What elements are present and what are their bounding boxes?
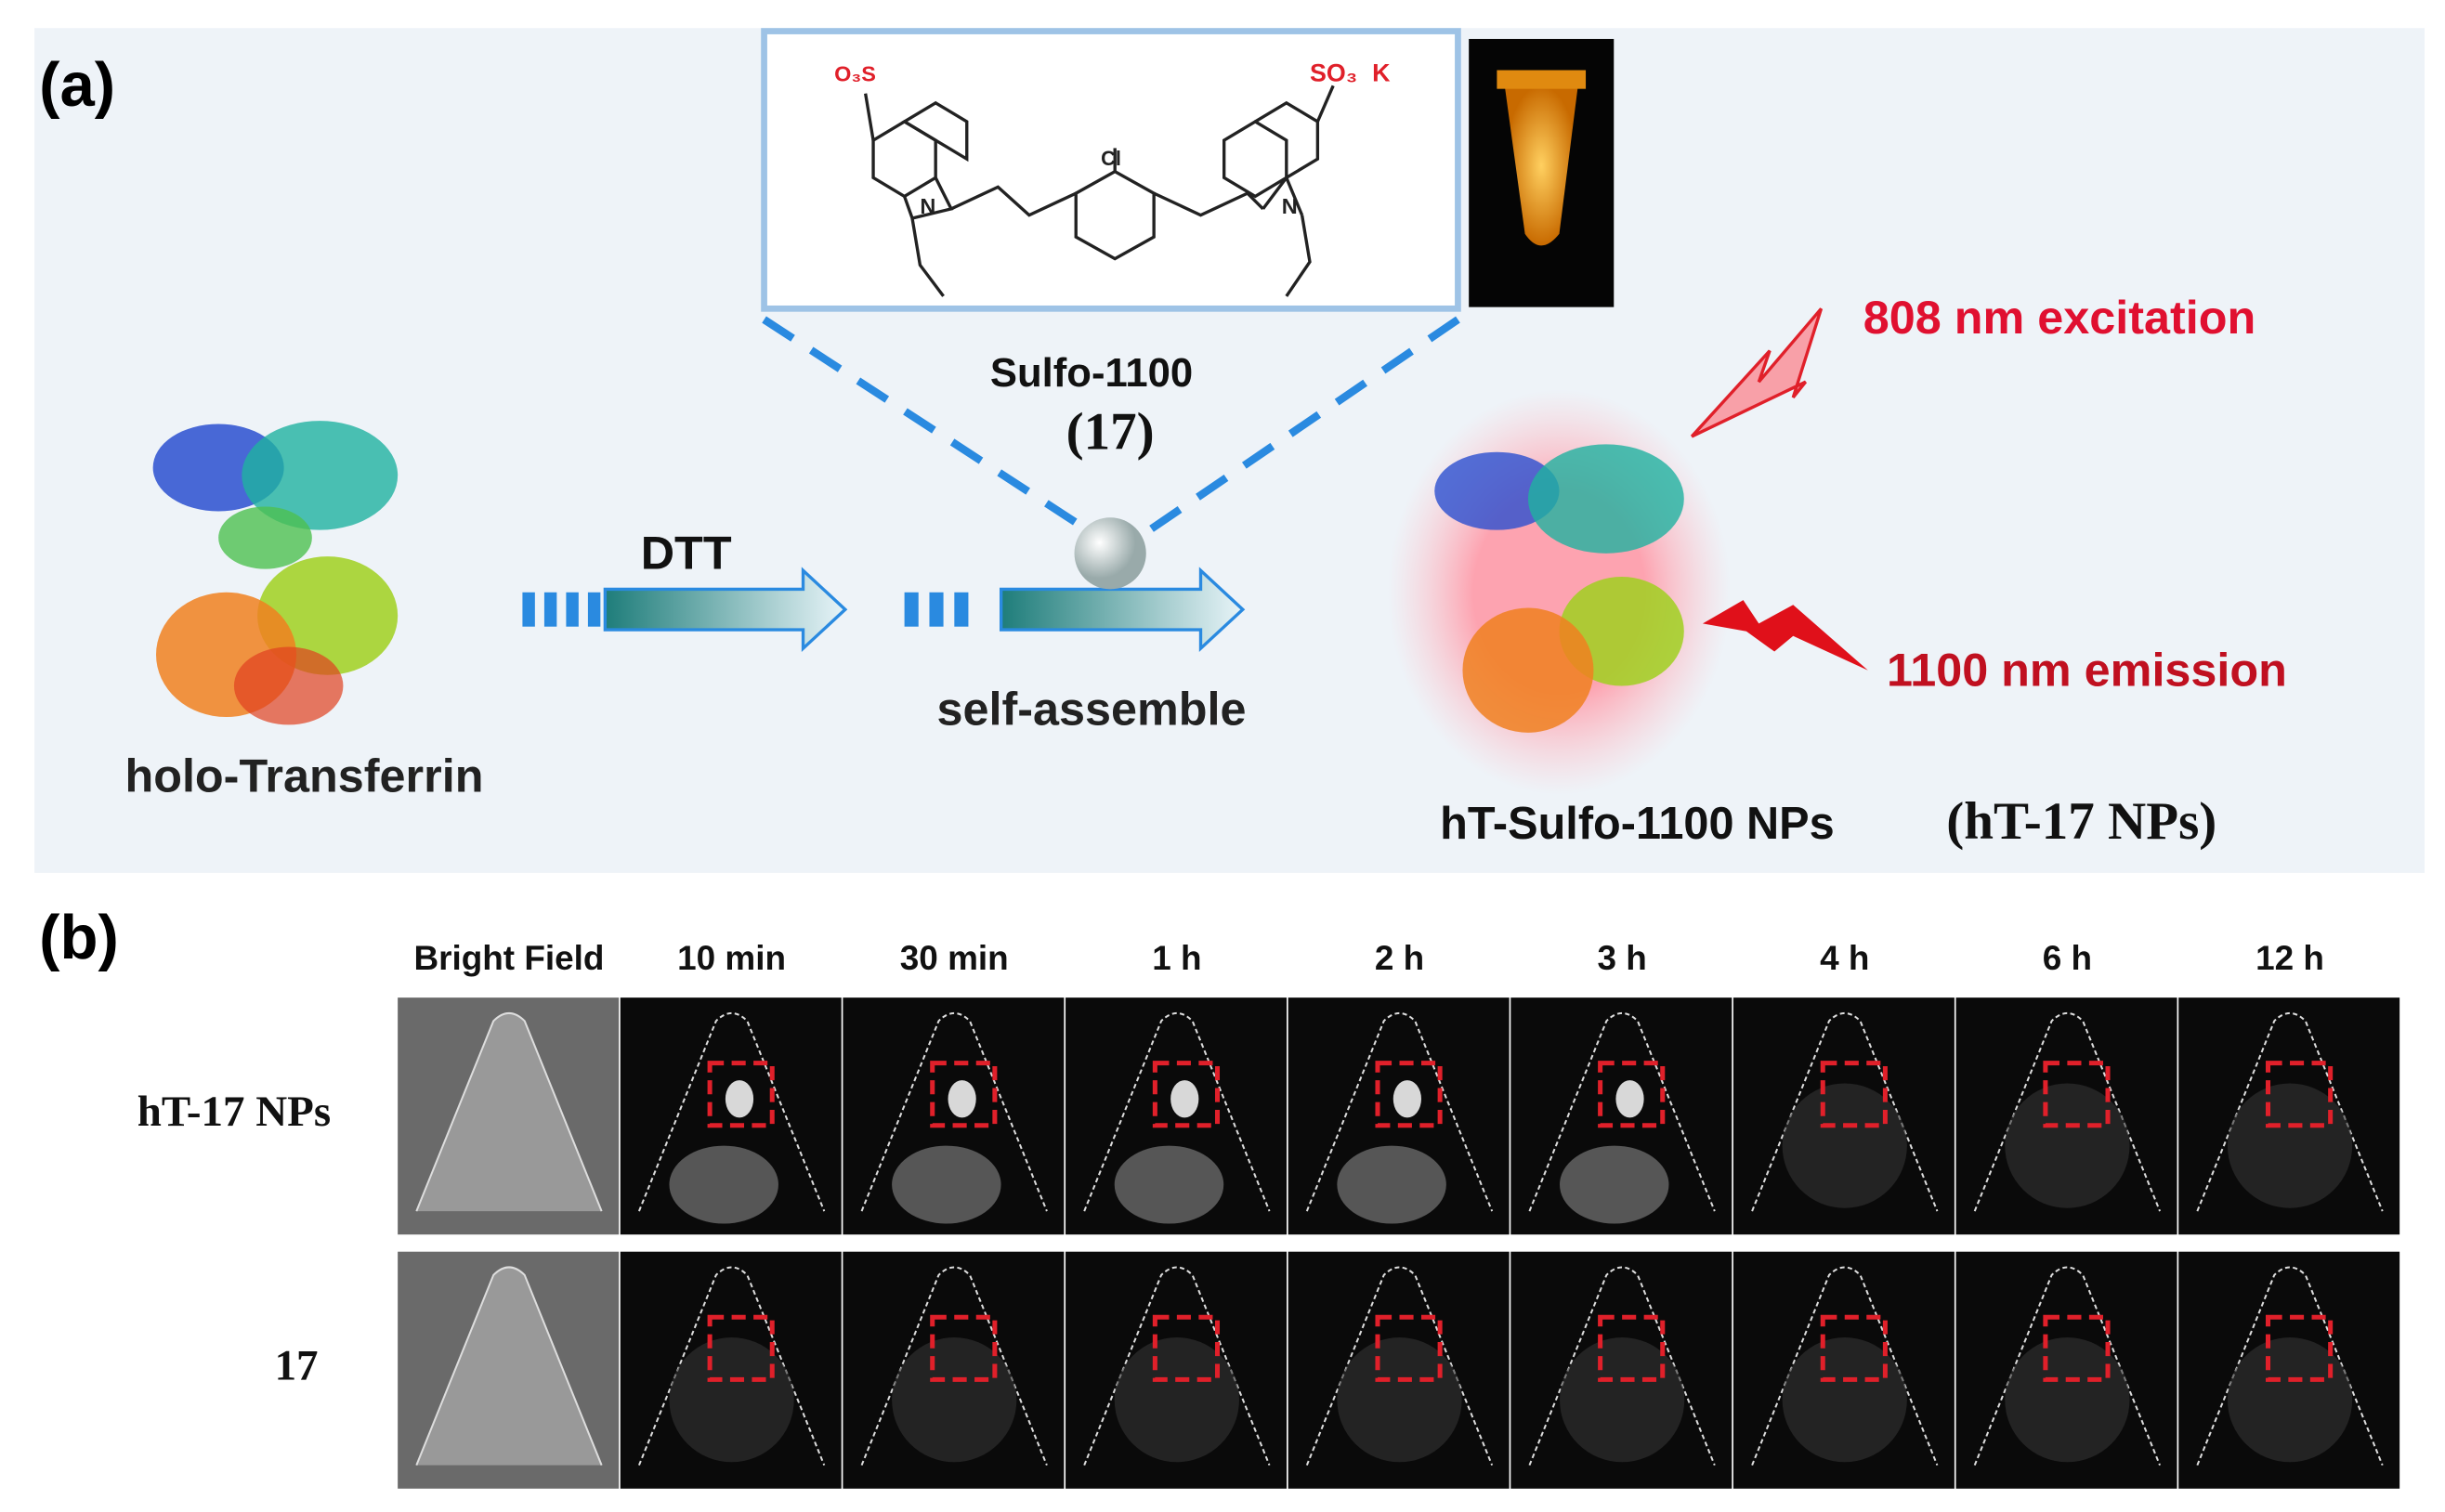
column-header: 12 h bbox=[2255, 939, 2324, 977]
structure-label: Cl bbox=[1101, 147, 1121, 170]
column-header: Bright Field bbox=[413, 939, 604, 977]
dye-number: (17) bbox=[1066, 402, 1155, 461]
region-of-interest bbox=[2043, 1314, 2111, 1382]
mouse-outline bbox=[1973, 1266, 2161, 1466]
fluorescence-body bbox=[2005, 1337, 2130, 1463]
mouse-outline bbox=[1083, 1011, 1271, 1212]
structure-label: K bbox=[1372, 59, 1391, 86]
mouse-outline bbox=[1305, 1266, 1494, 1466]
protein-label: holo-Transferrin bbox=[124, 749, 483, 802]
mouse-outline bbox=[2196, 1266, 2384, 1466]
region-of-interest bbox=[1598, 1061, 1666, 1128]
mouse-outline bbox=[1973, 1011, 2161, 1212]
product-short-label: (hT-17 NPs) bbox=[1946, 792, 2216, 851]
step-label: self-assemble bbox=[937, 682, 1247, 735]
vial bbox=[1504, 85, 1578, 246]
structure-label: SO₃ bbox=[1310, 59, 1357, 86]
region-of-interest bbox=[1820, 1314, 1888, 1382]
arrow bbox=[904, 567, 1246, 653]
fluorescence-signal bbox=[725, 1080, 754, 1118]
vial-cap bbox=[1497, 70, 1587, 89]
fluorescence-body bbox=[1114, 1337, 1239, 1463]
structure-label: O₃S bbox=[834, 61, 876, 85]
fluorescence-body bbox=[1559, 1337, 1685, 1463]
region-of-interest bbox=[707, 1061, 775, 1128]
fluorescence-body bbox=[2005, 1083, 2130, 1208]
nanoparticle-product bbox=[1387, 389, 1732, 795]
region-of-interest bbox=[930, 1314, 998, 1382]
emission-label: 1100 nm emission bbox=[1887, 643, 2287, 696]
product-label: hT-Sulfo-1100 NPs bbox=[1440, 799, 1835, 849]
mouse-outline bbox=[637, 1266, 826, 1466]
column-header: 1 h bbox=[1152, 939, 1201, 977]
fluorescence-body bbox=[892, 1337, 1017, 1463]
fluorescence-signal bbox=[948, 1080, 976, 1118]
dye-name: Sulfo-1100 bbox=[990, 351, 1193, 396]
region-of-interest bbox=[2266, 1061, 2334, 1128]
mouse-outline bbox=[860, 1266, 1048, 1466]
column-header: 2 h bbox=[1375, 939, 1424, 977]
fluorescence-body bbox=[1782, 1337, 1907, 1463]
zoom-line bbox=[762, 316, 1102, 541]
mouse-outline bbox=[1528, 1266, 1716, 1466]
zoom-line bbox=[1136, 316, 1460, 541]
chemical-structure bbox=[864, 85, 1335, 297]
mouse-outline bbox=[860, 1011, 1048, 1212]
region-of-interest bbox=[1375, 1314, 1443, 1382]
column-header: 6 h bbox=[2043, 939, 2092, 977]
region-of-interest bbox=[1375, 1061, 1443, 1128]
column-header: 4 h bbox=[1820, 939, 1869, 977]
fluorescence-body bbox=[1337, 1145, 1446, 1224]
excitation-bolt bbox=[1690, 307, 1824, 438]
protein-structure bbox=[152, 421, 399, 725]
mouse-outline bbox=[2196, 1011, 2384, 1212]
fluorescence-signal bbox=[1615, 1080, 1644, 1118]
region-of-interest bbox=[1152, 1314, 1221, 1382]
structure-label: N bbox=[1282, 194, 1298, 218]
column-header: 3 h bbox=[1597, 939, 1646, 977]
step-label: DTT bbox=[641, 527, 732, 580]
mouse-outline bbox=[1305, 1011, 1494, 1212]
column-header: 30 min bbox=[900, 939, 1009, 977]
fluorescence-body bbox=[1337, 1337, 1462, 1463]
region-of-interest bbox=[1820, 1061, 1888, 1128]
region-of-interest bbox=[2266, 1314, 2334, 1382]
row-label: hT-17 NPs bbox=[137, 1088, 331, 1136]
mouse-body bbox=[415, 1011, 603, 1212]
region-of-interest bbox=[1598, 1314, 1666, 1382]
fluorescence-signal bbox=[1170, 1080, 1199, 1118]
fluorescence-body bbox=[669, 1337, 794, 1463]
region-of-interest bbox=[707, 1314, 775, 1382]
fluorescence-body bbox=[669, 1145, 778, 1224]
arrow bbox=[522, 567, 848, 653]
excitation-label: 808 nm excitation bbox=[1863, 291, 2255, 344]
fluorescence-body bbox=[2227, 1083, 2353, 1208]
nanoparticle bbox=[1074, 517, 1146, 590]
mouse-outline bbox=[1528, 1011, 1716, 1212]
panel-label: (b) bbox=[39, 903, 119, 972]
mouse-outline bbox=[1083, 1266, 1271, 1466]
fluorescence-body bbox=[1114, 1145, 1224, 1224]
region-of-interest bbox=[2043, 1061, 2111, 1128]
region-of-interest bbox=[930, 1061, 998, 1128]
mouse-outline bbox=[1751, 1266, 1939, 1466]
structure-box bbox=[761, 28, 1461, 312]
fluorescence-signal bbox=[1392, 1080, 1421, 1118]
fluorescence-body bbox=[1782, 1083, 1907, 1208]
mouse-outline bbox=[1751, 1011, 1939, 1212]
panel-label: (a) bbox=[39, 50, 115, 120]
emission-bolt bbox=[1702, 600, 1868, 671]
imaging-grid: Bright Field 10 min 30 min 1 h 2 h 3 h 4 h 6 h 1… bbox=[137, 939, 2400, 1489]
mouse-body bbox=[415, 1266, 603, 1466]
structure-label: N bbox=[920, 194, 935, 218]
fluorescence-body bbox=[1559, 1145, 1669, 1224]
mouse-outline bbox=[637, 1011, 826, 1212]
row-label: 17 bbox=[275, 1341, 319, 1389]
fluorescence-body bbox=[892, 1145, 1001, 1224]
region-of-interest bbox=[1152, 1061, 1221, 1128]
column-header: 10 min bbox=[677, 939, 786, 977]
fluorescence-body bbox=[2227, 1337, 2353, 1463]
